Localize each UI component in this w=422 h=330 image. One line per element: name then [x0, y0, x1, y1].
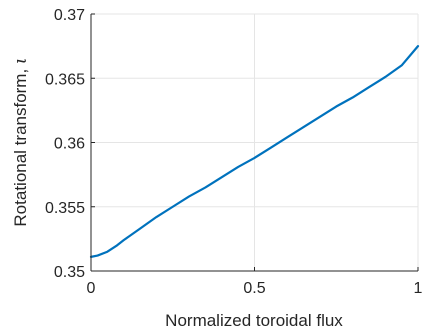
y-tick-label-4: 0.37	[54, 7, 85, 24]
tick-labels: 0 0.5 1 0.35 0.355 0.36 0.365 0.37	[45, 7, 422, 297]
series-line-0	[89, 45, 420, 258]
y-axis-label-text: Rotational transform,	[11, 64, 30, 227]
x-tick-label-0: 0	[87, 280, 96, 297]
x-tick-label-2: 1	[414, 280, 422, 297]
y-tick-label-0: 0.35	[54, 264, 85, 281]
y-axis-label-symbol: ι	[11, 57, 31, 64]
y-tick-label-1: 0.355	[45, 200, 85, 217]
y-tick-label-3: 0.365	[45, 71, 85, 88]
y-tick-label-2: 0.36	[54, 136, 85, 153]
x-tick-label-1: 0.5	[243, 280, 265, 297]
series-layer	[89, 45, 420, 258]
axes	[90, 13, 419, 272]
x-axis-label: Normalized toroidal flux	[165, 311, 343, 330]
y-axis-label: Rotational transform, ι	[11, 57, 31, 226]
